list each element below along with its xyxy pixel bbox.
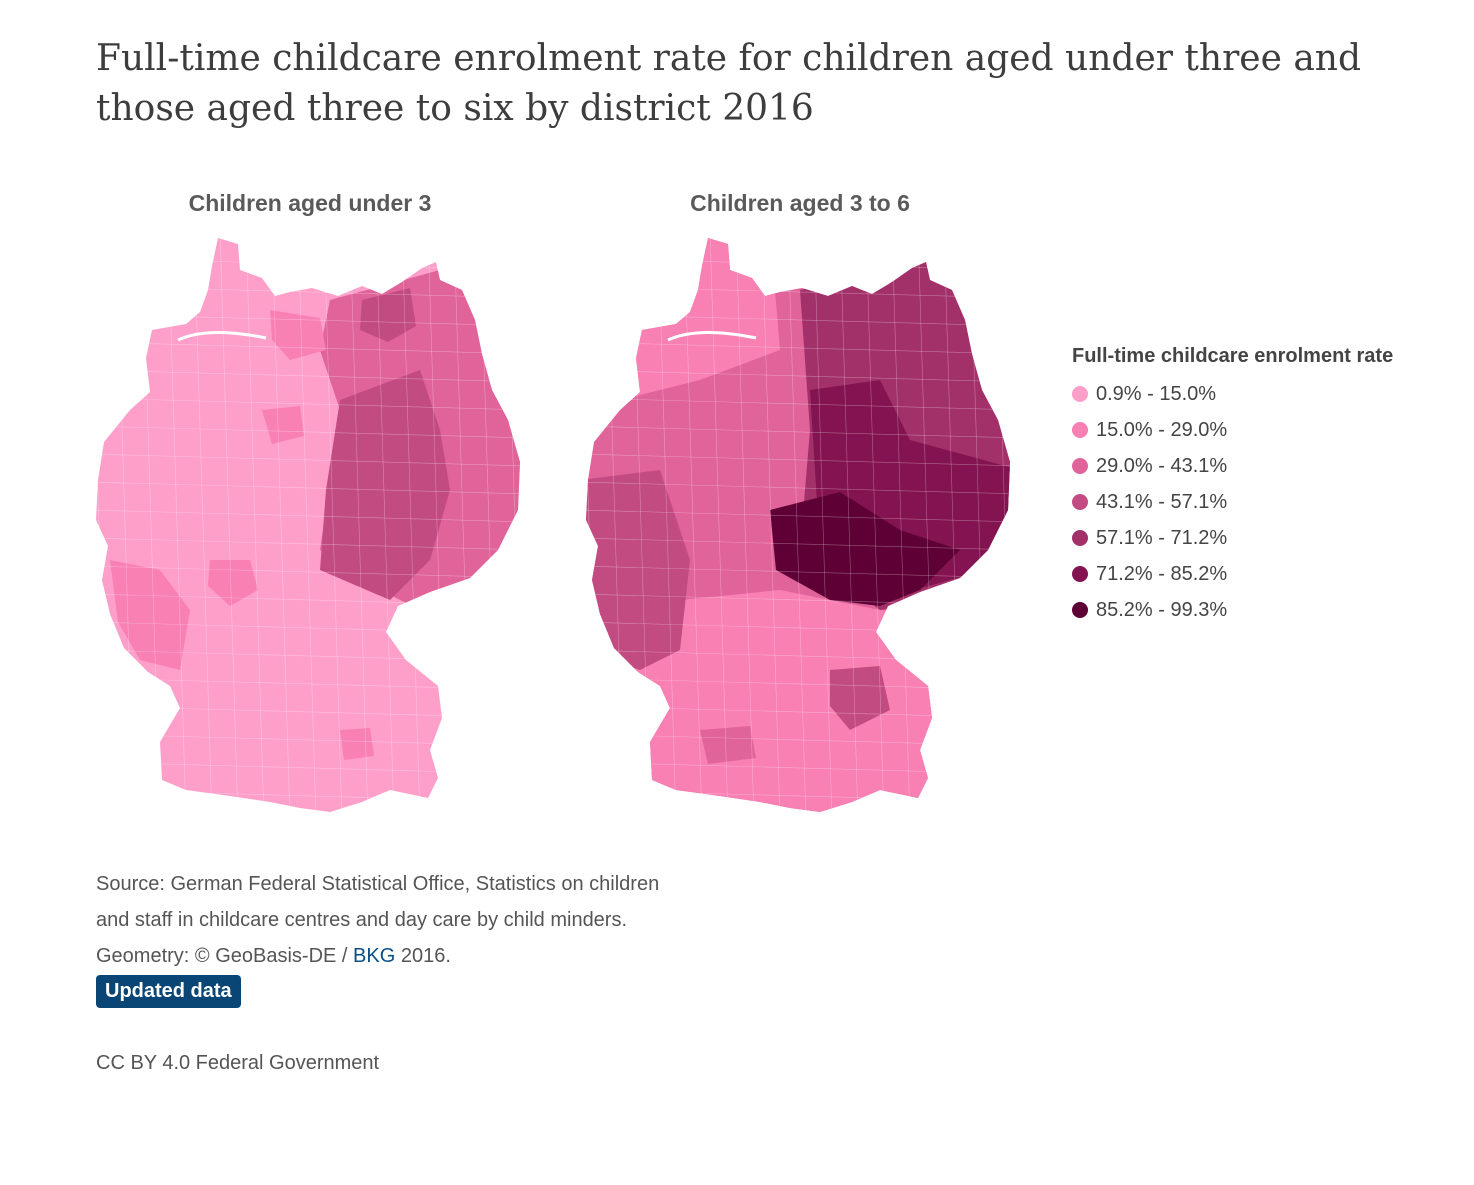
map-title-3-to-6: Children aged 3 to 6 [690,190,910,216]
legend: Full-time childcare enrolment rate 0.9% … [1072,338,1402,628]
legend-label: 43.1% - 57.1% [1096,490,1228,513]
legend-swatch [1072,458,1088,474]
legend-label: 0.9% - 15.0% [1096,382,1217,405]
region-bavaria-east-3to6 [830,666,890,730]
elbe-river [177,331,267,342]
legend-item[interactable]: 15.0% - 29.0% [1072,412,1402,448]
map-panel-under-3: Children aged under 3 [90,190,550,830]
region-frankfurt-under3 [208,560,258,606]
source-line-3: Geometry: © GeoBasis-DE / BKG 2016. [96,938,736,974]
map-title-under-3: Children aged under 3 [188,190,432,216]
region-bavaria-west-3to6 [700,726,756,764]
region-rhineland-3to6 [586,470,690,670]
legend-item[interactable]: 0.9% - 15.0% [1072,376,1402,412]
legend-swatch [1072,386,1088,402]
legend-swatch [1072,602,1088,618]
legend-item[interactable]: 71.2% - 85.2% [1072,556,1402,592]
legend-item[interactable]: 85.2% - 99.3% [1072,592,1402,628]
legend-items: 0.9% - 15.0% 15.0% - 29.0% 29.0% - 43.1% 43… [1072,376,1402,628]
legend-label: 15.0% - 29.0% [1096,418,1228,441]
bkg-link[interactable]: BKG [353,945,396,967]
legend-item[interactable]: 43.1% - 57.1% [1072,484,1402,520]
updated-data-button[interactable]: Updated data [96,975,241,1008]
source-line-1: Source: German Federal Statistical Offic… [96,873,660,895]
source-line-2: and staff in childcare centres and day c… [96,909,628,931]
page-title: Full-time childcare enrolment rate for c… [96,38,1362,129]
legend-label: 85.2% - 99.3% [1096,598,1228,621]
geometry-prefix: Geometry: © GeoBasis-DE / [96,945,354,967]
legend-label: 29.0% - 43.1% [1096,454,1228,477]
legend-swatch [1072,530,1088,546]
legend-swatch [1072,566,1088,582]
region-rhine-under3 [110,560,190,670]
legend-item[interactable]: 57.1% - 71.2% [1072,520,1402,556]
legend-swatch [1072,494,1088,510]
legend-label: 71.2% - 85.2% [1096,562,1228,585]
region-hamburg-under3 [270,310,326,360]
legend-title: Full-time childcare enrolment rate [1072,345,1394,367]
germany-map-3-to-6[interactable] [580,230,1020,820]
germany-map-under-3[interactable] [90,230,530,820]
region-east-core-3to6 [770,492,960,606]
source-note: Source: German Federal Statistical Offic… [96,866,736,974]
elbe-river-3to6 [667,331,757,342]
map-panel-3-to-6: Children aged 3 to 6 [580,190,1040,830]
region-munich-under3 [340,728,374,760]
region-mecklenburg-under3 [360,288,416,342]
geometry-suffix: 2016. [395,945,451,967]
legend-item[interactable]: 29.0% - 43.1% [1072,448,1402,484]
region-kassel-under3 [262,406,304,444]
license-note: CC BY 4.0 Federal Government [96,1052,380,1074]
legend-label: 57.1% - 71.2% [1096,526,1228,549]
legend-swatch [1072,422,1088,438]
region-east-core-under3 [320,370,450,600]
